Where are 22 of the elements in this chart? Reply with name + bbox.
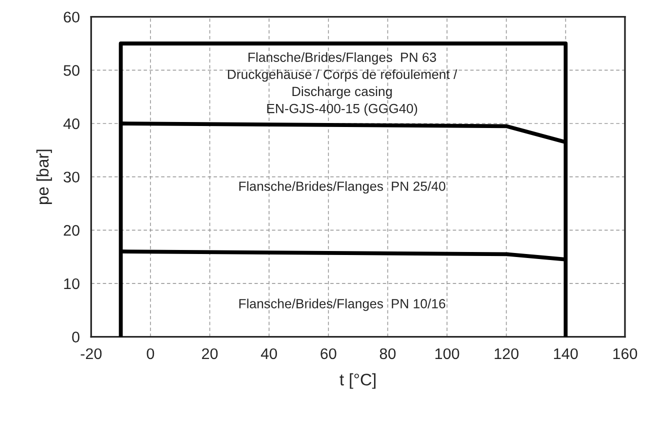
x-axis-title: t [°C]	[340, 373, 376, 389]
y-axis-title: pe [bar]	[36, 150, 52, 204]
x-tick-label: 0	[146, 348, 154, 360]
x-tick-label: -20	[80, 348, 102, 360]
y-tick-label: 0	[72, 332, 80, 342]
x-tick-label: 20	[202, 348, 218, 360]
y-tick-label: 60	[64, 12, 80, 23]
x-tick-label: 80	[380, 348, 396, 360]
y-tick-label: 40	[63, 118, 80, 130]
y-tick-label: 50	[64, 65, 80, 76]
x-tick-label: 100	[435, 348, 460, 360]
y-tick-label: 30	[64, 172, 80, 183]
annotation: Flansche/Brides/Flanges PN 10/16	[239, 298, 446, 311]
x-tick-label: 160	[613, 348, 638, 360]
annotation: Flansche/Brides/Flanges PN 25/40	[239, 181, 446, 194]
x-tick-label: 40	[260, 348, 277, 360]
y-tick-label: 10	[64, 278, 80, 290]
x-tick-label: 120	[494, 348, 518, 360]
annotation: Flansche/Brides/Flanges PN 63 Druckgehäuse / Corps de refoulement / Discharge casing EN-GJS-400-15 (GGG40)	[228, 52, 458, 116]
x-tick-label: 140	[554, 348, 578, 360]
y-tick-label: 20	[64, 225, 80, 236]
x-tick-label: 60	[320, 348, 336, 360]
